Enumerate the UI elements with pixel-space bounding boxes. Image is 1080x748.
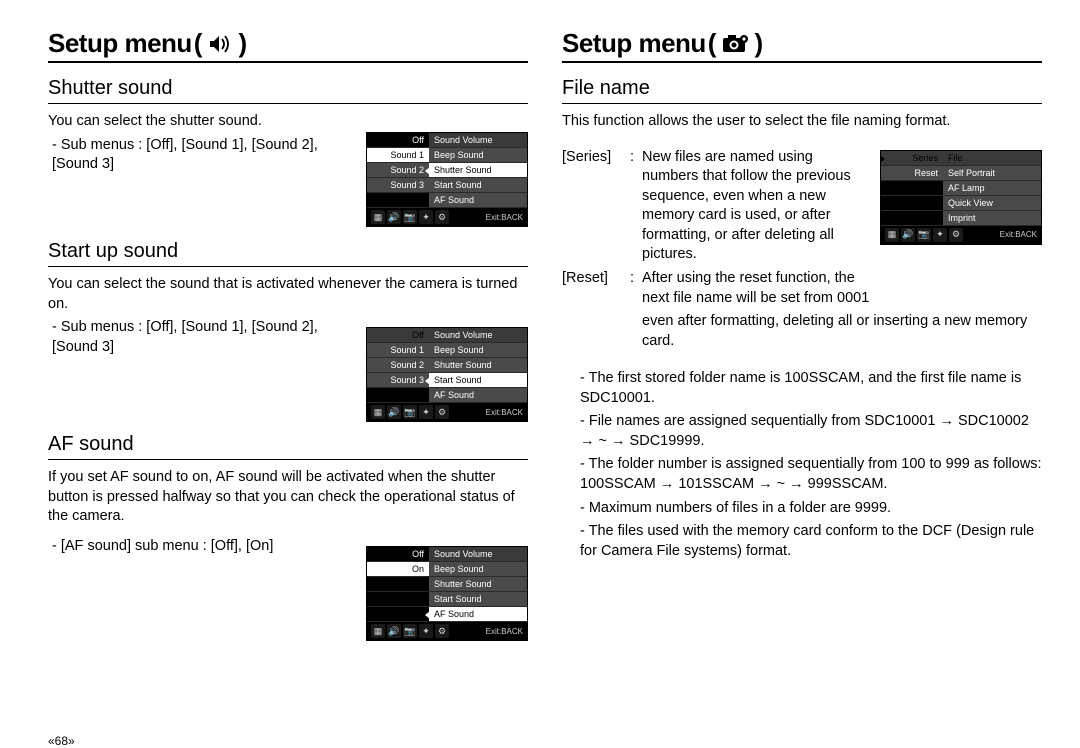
def-reset: [Reset] : After using the reset function… <box>562 269 1042 308</box>
paren-close: ) <box>754 28 763 59</box>
right-title-row: Setup menu ( ) <box>562 28 1042 63</box>
heading-af-sound: AF sound <box>48 433 528 460</box>
def-reset-cont: even after formatting, deleting all or i… <box>562 312 1042 351</box>
m3-exit: Exit:BACK <box>486 627 523 636</box>
left-column: Setup menu ( ) Shutter sound You can sel… <box>48 28 528 736</box>
m3-r1: Beep Sound <box>429 562 527 577</box>
menu-startup-sound: OffSound Volume Sound 1Beep Sound Sound … <box>366 327 528 422</box>
bullet-r4: - The files used with the memory card co… <box>580 522 1042 561</box>
def-reset-text: After using the reset function, the next… <box>642 269 1042 308</box>
footer-icons: ▦🔊📷✦⚙ <box>885 228 963 242</box>
menu-shutter-sound: OffSound Volume Sound 1Beep Sound Sound … <box>366 132 528 227</box>
body-startup-sound: You can select the sound that is activat… <box>48 275 528 314</box>
m4-l4 <box>881 211 943 226</box>
m1-r4: AF Sound <box>429 193 527 208</box>
m3-footer: ▦🔊📷✦⚙ Exit:BACK <box>367 622 527 640</box>
m3-l2 <box>367 577 429 592</box>
m3-r4: AF Sound <box>429 607 527 622</box>
right-title-text: Setup menu <box>562 28 706 59</box>
m4-r0: File <box>943 151 1041 166</box>
left-title-row: Setup menu ( ) <box>48 28 528 63</box>
m1-r1: Beep Sound <box>429 148 527 163</box>
footer-icons: ▦🔊📷✦⚙ <box>371 210 449 224</box>
m4-l0: Series <box>881 151 943 166</box>
m1-l1: Sound 1 <box>367 148 429 163</box>
heading-shutter-sound: Shutter sound <box>48 77 528 104</box>
body-af-sound: If you set AF sound to on, AF sound will… <box>48 468 528 527</box>
m3-l4 <box>367 607 429 622</box>
def-reset-term: [Reset] <box>562 269 630 308</box>
m2-l0: Off <box>367 328 429 343</box>
body-shutter-sound: You can select the shutter sound. <box>48 112 528 132</box>
camera-gear-icon <box>722 33 750 55</box>
m2-r4: AF Sound <box>429 388 527 403</box>
bullet-r3: - Maximum numbers of files in a folder a… <box>580 499 1042 519</box>
heading-startup-sound: Start up sound <box>48 240 528 267</box>
bullet-r2: - The folder number is assigned sequenti… <box>580 455 1042 494</box>
m2-footer: ▦🔊📷✦⚙ Exit:BACK <box>367 403 527 421</box>
left-title-text: Setup menu <box>48 28 192 59</box>
m1-footer: ▦🔊📷✦⚙ Exit:BACK <box>367 208 527 226</box>
m3-r3: Start Sound <box>429 592 527 607</box>
heading-file-name: File name <box>562 77 1042 104</box>
m4-l1: Reset <box>881 166 943 181</box>
m2-l1: Sound 1 <box>367 343 429 358</box>
m1-l0: Off <box>367 133 429 148</box>
m1-l4 <box>367 193 429 208</box>
m4-r3: Quick View <box>943 196 1041 211</box>
m4-footer: ▦🔊📷✦⚙ Exit:BACK <box>881 226 1041 244</box>
m1-l2: Sound 2 <box>367 163 429 178</box>
paren-open: ( <box>194 28 203 59</box>
m1-r3: Start Sound <box>429 178 527 193</box>
body-file-name: This function allows the user to select … <box>562 112 1042 132</box>
m2-r2: Shutter Sound <box>429 358 527 373</box>
footer-icons: ▦🔊📷✦⚙ <box>371 405 449 419</box>
m2-l3: Sound 3 <box>367 373 429 388</box>
m3-r2: Shutter Sound <box>429 577 527 592</box>
m1-r0: Sound Volume <box>429 133 527 148</box>
m4-exit: Exit:BACK <box>1000 230 1037 239</box>
m3-r0: Sound Volume <box>429 547 527 562</box>
m3-l3 <box>367 592 429 607</box>
paren-open: ( <box>708 28 717 59</box>
m3-l1: On <box>367 562 429 577</box>
footer-icons: ▦🔊📷✦⚙ <box>371 624 449 638</box>
m4-r2: AF Lamp <box>943 181 1041 196</box>
m2-l4 <box>367 388 429 403</box>
menu-file-name: SeriesFile ResetSelf Portrait AF Lamp Qu… <box>880 150 1042 245</box>
menu-af-sound: OffSound Volume OnBeep Sound Shutter Sou… <box>366 546 528 641</box>
bullet-r1: - File names are assigned sequentially f… <box>580 412 1042 451</box>
paren-close: ) <box>238 28 247 59</box>
m2-l2: Sound 2 <box>367 358 429 373</box>
m1-l3: Sound 3 <box>367 178 429 193</box>
def-reset-cont-text: even after formatting, deleting all or i… <box>642 312 1042 351</box>
right-column: Setup menu ( ) File name This function a… <box>562 28 1042 736</box>
m2-r3: Start Sound <box>429 373 527 388</box>
bullet-r0: - The first stored folder name is 100SSC… <box>580 369 1042 408</box>
m4-r1: Self Portrait <box>943 166 1041 181</box>
m1-r2: Shutter Sound <box>429 163 527 178</box>
def-series-term: [Series] <box>562 148 630 265</box>
m1-exit: Exit:BACK <box>486 213 523 222</box>
m4-r4: Imprint <box>943 211 1041 226</box>
m3-l0: Off <box>367 547 429 562</box>
speaker-icon <box>208 33 234 55</box>
m2-r1: Beep Sound <box>429 343 527 358</box>
m4-l2 <box>881 181 943 196</box>
m2-exit: Exit:BACK <box>486 408 523 417</box>
m2-r0: Sound Volume <box>429 328 527 343</box>
m4-l3 <box>881 196 943 211</box>
